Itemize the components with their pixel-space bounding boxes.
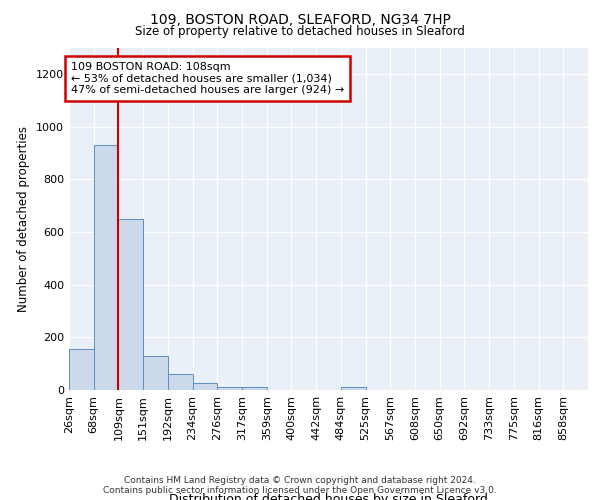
Bar bbox=[118, 219, 143, 390]
Bar bbox=[168, 374, 193, 390]
Bar bbox=[143, 356, 168, 390]
Text: Contains public sector information licensed under the Open Government Licence v3: Contains public sector information licen… bbox=[103, 486, 497, 495]
Bar bbox=[242, 387, 267, 390]
Bar bbox=[94, 145, 118, 390]
Bar bbox=[217, 387, 242, 390]
X-axis label: Distribution of detached houses by size in Sleaford: Distribution of detached houses by size … bbox=[169, 493, 488, 500]
Text: Size of property relative to detached houses in Sleaford: Size of property relative to detached ho… bbox=[135, 25, 465, 38]
Bar bbox=[341, 387, 365, 390]
Bar bbox=[193, 382, 217, 390]
Y-axis label: Number of detached properties: Number of detached properties bbox=[17, 126, 31, 312]
Text: Contains HM Land Registry data © Crown copyright and database right 2024.: Contains HM Land Registry data © Crown c… bbox=[124, 476, 476, 485]
Text: 109 BOSTON ROAD: 108sqm
← 53% of detached houses are smaller (1,034)
47% of semi: 109 BOSTON ROAD: 108sqm ← 53% of detache… bbox=[71, 62, 344, 95]
Text: 109, BOSTON ROAD, SLEAFORD, NG34 7HP: 109, BOSTON ROAD, SLEAFORD, NG34 7HP bbox=[149, 12, 451, 26]
Bar bbox=[69, 349, 94, 390]
